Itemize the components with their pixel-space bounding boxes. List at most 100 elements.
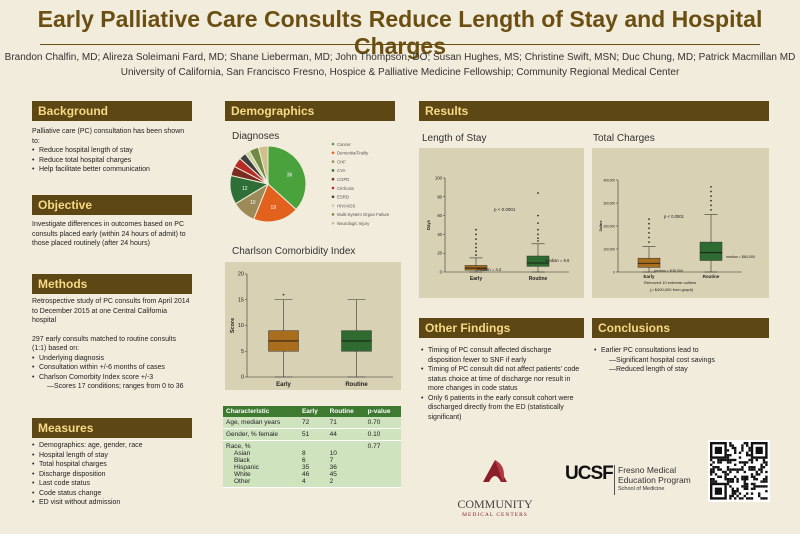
qr-module (746, 451, 749, 454)
charlson-title: Charlson Comorbidity Index (232, 246, 356, 257)
table-header: p-value (364, 406, 401, 417)
qr-module (738, 497, 742, 500)
qr-module (755, 458, 758, 462)
qr-module (724, 470, 727, 474)
table-header: Early (298, 406, 327, 417)
qr-module (755, 470, 758, 474)
qr-module (712, 466, 715, 469)
table-cell: 0.10 (367, 431, 381, 438)
qr-module (714, 466, 718, 469)
qr-module (741, 466, 744, 469)
qr-module (746, 487, 749, 490)
demographics-table: Characteristic Early Routine p-value Age… (223, 406, 401, 488)
y-tick-label: 5 (241, 349, 244, 355)
qr-module (762, 461, 766, 464)
qr-module (743, 475, 746, 478)
qr-module (714, 480, 718, 483)
table-cell: 0.70 (367, 419, 381, 426)
qr-module (758, 494, 761, 498)
los-box-plot: 0 20 40 60 80 100 Days Early Routine p < 0.0001 me… (426, 176, 570, 283)
y-tick-label: 20 (437, 251, 442, 256)
qr-finder-center (755, 446, 763, 454)
charges-panel: 0 100,000 200,000 300,000 400,000 Dollars Earl… (592, 148, 769, 298)
finding-item: Timing of PC consult affected discharge … (421, 346, 581, 365)
background-intro: Palliative care (PC) consultation has be… (32, 128, 185, 145)
objective-text: Investigate differences in outcomes base… (32, 221, 186, 247)
qr-module (753, 475, 756, 478)
qr-module (765, 475, 768, 478)
legend-label: CVA (337, 168, 346, 173)
outlier-point (710, 186, 712, 188)
qr-module (710, 473, 713, 476)
qr-code[interactable] (708, 440, 770, 502)
outlier-point (475, 242, 477, 245)
conclusion-subitem: —Reduced length of stay (609, 366, 688, 373)
y-tick-label: 0 (613, 271, 615, 275)
conclusion-item: Earlier PC consultations lead to (594, 346, 764, 356)
measures-item: Hospital length of stay (32, 451, 192, 461)
y-tick-label: 0 (241, 375, 244, 381)
qr-module (722, 458, 725, 462)
race-early: 6 (301, 457, 306, 464)
charges-box-plot: 0 100,000 200,000 300,000 400,000 Dollars Earl… (599, 179, 755, 293)
los-title: Length of Stay (422, 133, 487, 144)
outlier-point (648, 236, 650, 239)
methods-subitem: —Scores 17 conditions; ranges from 0 to … (47, 383, 184, 390)
community-logo-mark (483, 460, 507, 482)
outlier-point (537, 222, 539, 225)
race-sublabel: Other (234, 478, 251, 485)
race-label: Race, % (226, 443, 251, 450)
qr-module (729, 470, 732, 474)
qr-module (748, 454, 751, 457)
qr-module (750, 466, 754, 469)
race-sublabel: White (234, 471, 251, 478)
measures-item: Demographics: age, gender, race (32, 441, 192, 451)
qr-module (746, 461, 749, 464)
qr-module (741, 461, 744, 464)
race-sublabel: Asian (234, 450, 251, 457)
qr-module (724, 475, 727, 478)
outlier-point (282, 293, 285, 296)
community-wordmark: COMMUNITY (457, 497, 533, 511)
qr-module (717, 458, 720, 462)
qr-module (748, 497, 751, 500)
qr-module (726, 480, 730, 483)
table-cell: 8 6 35 46 4 (299, 441, 327, 488)
qr-module (729, 497, 732, 500)
legend-label: Dementia/Frailty (337, 151, 369, 156)
box (637, 257, 661, 268)
legend-swatch (331, 221, 335, 225)
measures-item: ED visit without admission (32, 498, 192, 508)
title-rule (40, 44, 760, 45)
qr-module (717, 461, 720, 464)
qr-module (731, 490, 734, 493)
qr-module (750, 473, 754, 476)
qr-module (736, 487, 739, 490)
qr-module (743, 494, 746, 498)
charges-note: Removed 10 extreme outliers (644, 280, 696, 285)
legend-swatch (331, 160, 335, 163)
qr-module (731, 494, 734, 498)
y-tick-label: 20 (238, 272, 244, 278)
outlier-point (648, 227, 650, 230)
outlier-point (475, 246, 477, 249)
race-early: 46 (301, 471, 310, 478)
legend-label: Multi-System Organ Failure (337, 212, 390, 217)
qr-module (746, 454, 749, 457)
y-tick-label: 15 (238, 297, 244, 303)
other-findings-heading: Other Findings (419, 318, 584, 338)
qr-module (734, 458, 737, 462)
charges-note: (> $400,000 from graph) (650, 287, 694, 292)
race-routine: 7 (329, 457, 334, 464)
qr-module (724, 458, 727, 462)
outlier-point (475, 254, 477, 256)
poster-title: Early Palliative Care Consults Reduce Le… (37, 6, 763, 59)
y-tick-label: 80 (437, 194, 442, 199)
outlier-point (475, 238, 477, 240)
qr-module (758, 492, 761, 495)
legend-label: HIV/AIDS (337, 203, 356, 208)
outlier-point (537, 192, 539, 194)
methods-item: Charlson Comorbity Index score +/-3 (32, 373, 192, 383)
fresno-line2: Education Program (618, 475, 691, 485)
pie-slice-label: 12 (242, 186, 248, 192)
